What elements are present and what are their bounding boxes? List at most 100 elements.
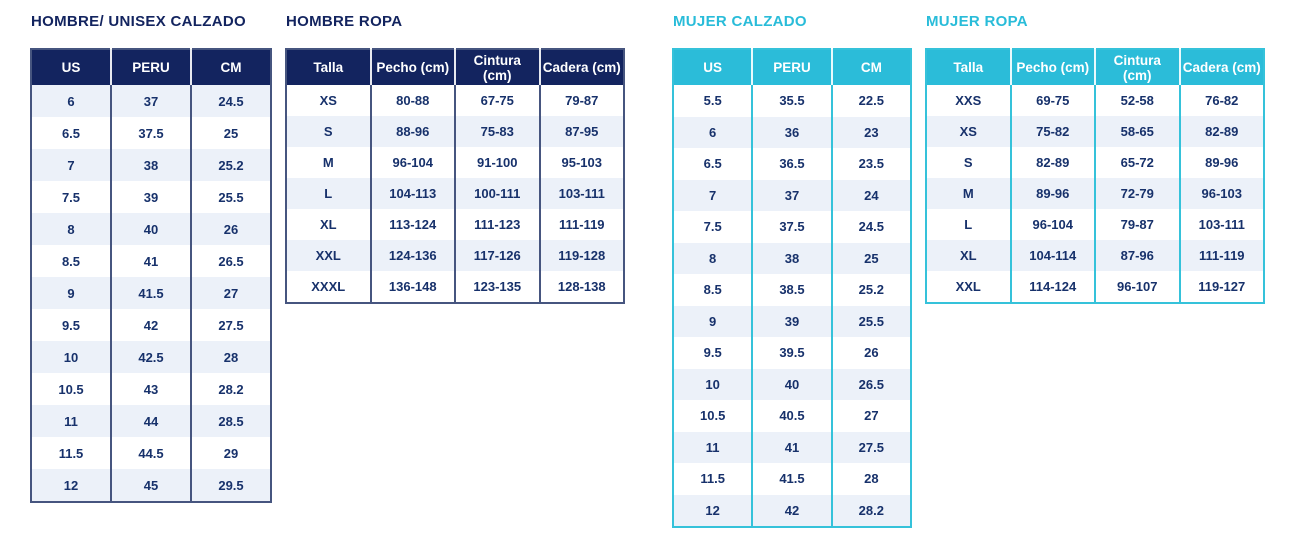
table-cell: 76-82 bbox=[1178, 85, 1264, 116]
table-cell: 37 bbox=[751, 179, 832, 211]
header-cell: PERU bbox=[751, 49, 832, 85]
table-section-mujer-calzado: MUJER CALZADO US PERU CM 5.5 35.5 22.5 6 36 23 6.… bbox=[672, 13, 912, 528]
table-cell: 58-65 bbox=[1094, 116, 1180, 147]
table-cell: 128-138 bbox=[538, 271, 624, 303]
table-cell: 72-79 bbox=[1094, 178, 1180, 209]
header-cell: US bbox=[31, 49, 111, 85]
table-cell: 7 bbox=[673, 179, 753, 211]
header-row: Talla Pecho (cm) Cintura (cm) Cadera (cm) bbox=[286, 49, 624, 85]
table-cell: 24.5 bbox=[830, 211, 911, 243]
table-cell: 87-95 bbox=[538, 116, 624, 147]
table-cell: 40 bbox=[751, 368, 832, 400]
table-cell: 136-148 bbox=[369, 271, 455, 303]
header-row: US PERU CM bbox=[673, 49, 911, 85]
table-cell: 117-126 bbox=[454, 240, 540, 271]
table-cell: 28 bbox=[830, 463, 911, 495]
table-cell: 25.2 bbox=[190, 149, 271, 181]
table-cell: 100-111 bbox=[454, 178, 540, 209]
table-row: 10.5 43 28.2 bbox=[31, 373, 271, 405]
table-cell: 95-103 bbox=[538, 147, 624, 178]
table-cell: 96-104 bbox=[369, 147, 455, 178]
table-row: 6 37 24.5 bbox=[31, 85, 271, 117]
header-cell: Cintura (cm) bbox=[1094, 49, 1180, 85]
table-row: 9.5 42 27.5 bbox=[31, 309, 271, 341]
table-cell: 38 bbox=[110, 149, 191, 181]
table-cell: 12 bbox=[673, 494, 753, 527]
table-row: 9.5 39.5 26 bbox=[673, 337, 911, 369]
table-cell: 89-96 bbox=[1178, 147, 1264, 178]
table-cell: 10.5 bbox=[31, 373, 111, 405]
table-cell: 11.5 bbox=[31, 437, 111, 469]
table-cell: 42 bbox=[110, 309, 191, 341]
table-cell: 35.5 bbox=[751, 85, 832, 117]
table-cell: 80-88 bbox=[369, 85, 455, 116]
table-cell: 28 bbox=[190, 341, 271, 373]
table-cell: 75-82 bbox=[1009, 116, 1095, 147]
table-row: 7.5 39 25.5 bbox=[31, 181, 271, 213]
header-cell: PERU bbox=[110, 49, 191, 85]
table-row: XXL 114-124 96-107 119-127 bbox=[926, 271, 1264, 303]
table-cell: 10 bbox=[31, 341, 111, 373]
header-cell: CM bbox=[190, 49, 271, 85]
table-cell: 96-107 bbox=[1094, 271, 1180, 303]
header-cell: CM bbox=[830, 49, 911, 85]
table-cell: 87-96 bbox=[1094, 240, 1180, 271]
size-table-mujer-calzado: US PERU CM 5.5 35.5 22.5 6 36 23 6.5 36.5 23.5 7 37 24… bbox=[672, 48, 912, 528]
table-cell: 44 bbox=[110, 405, 191, 437]
table-cell: 91-100 bbox=[454, 147, 540, 178]
table-cell: L bbox=[286, 178, 371, 209]
table-cell: 11 bbox=[31, 405, 111, 437]
table-cell: M bbox=[286, 147, 371, 178]
table-cell: 6 bbox=[31, 85, 111, 117]
table-cell: 28.2 bbox=[830, 494, 911, 527]
table-cell: 82-89 bbox=[1009, 147, 1095, 178]
table-cell: 40.5 bbox=[751, 400, 832, 432]
table-row: 9 41.5 27 bbox=[31, 277, 271, 309]
table-cell: S bbox=[926, 147, 1011, 178]
table-cell: 25 bbox=[830, 242, 911, 274]
table-cell: 9 bbox=[31, 277, 111, 309]
table-cell: 39.5 bbox=[751, 337, 832, 369]
table-cell: 28.2 bbox=[190, 373, 271, 405]
table-cell: XXL bbox=[286, 240, 371, 271]
header-row: US PERU CM bbox=[31, 49, 271, 85]
table-row: 6.5 37.5 25 bbox=[31, 117, 271, 149]
table-row: L 96-104 79-87 103-111 bbox=[926, 209, 1264, 240]
table-cell: 119-127 bbox=[1178, 271, 1264, 303]
table-cell: 79-87 bbox=[1094, 209, 1180, 240]
table-cell: 5.5 bbox=[673, 85, 753, 117]
table-row: 8.5 38.5 25.2 bbox=[673, 274, 911, 306]
table-row: XS 75-82 58-65 82-89 bbox=[926, 116, 1264, 147]
table-cell: 6 bbox=[673, 116, 753, 148]
table-row: 8 40 26 bbox=[31, 213, 271, 245]
table-cell: 9 bbox=[673, 305, 753, 337]
table-cell: 8 bbox=[31, 213, 111, 245]
table-cell: 96-103 bbox=[1178, 178, 1264, 209]
table-cell: XL bbox=[286, 209, 371, 240]
table-cell: M bbox=[926, 178, 1011, 209]
table-row: 10 40 26.5 bbox=[673, 368, 911, 400]
table-row: 6.5 36.5 23.5 bbox=[673, 148, 911, 180]
table-cell: 11 bbox=[673, 431, 753, 463]
table-row: L 104-113 100-111 103-111 bbox=[286, 178, 624, 209]
table-cell: 6.5 bbox=[673, 148, 753, 180]
table-cell: XXL bbox=[926, 271, 1011, 303]
table-cell: 11.5 bbox=[673, 463, 753, 495]
table-cell: 7.5 bbox=[31, 181, 111, 213]
header-row: Talla Pecho (cm) Cintura (cm) Cadera (cm) bbox=[926, 49, 1264, 85]
table-cell: 82-89 bbox=[1178, 116, 1264, 147]
table-cell: 26.5 bbox=[190, 245, 271, 277]
table-cell: 113-124 bbox=[369, 209, 455, 240]
table-cell: 25 bbox=[190, 117, 271, 149]
table-row: M 96-104 91-100 95-103 bbox=[286, 147, 624, 178]
table-row: M 89-96 72-79 96-103 bbox=[926, 178, 1264, 209]
header-cell: Pecho (cm) bbox=[369, 49, 455, 85]
table-cell: 103-111 bbox=[1178, 209, 1264, 240]
table-cell: 8.5 bbox=[31, 245, 111, 277]
table-cell: 23 bbox=[830, 116, 911, 148]
table-cell: 27 bbox=[830, 400, 911, 432]
table-title-hombre-ropa: HOMBRE ROPA bbox=[286, 13, 403, 30]
table-cell: 104-113 bbox=[369, 178, 455, 209]
header-cell: Cadera (cm) bbox=[1178, 49, 1264, 85]
